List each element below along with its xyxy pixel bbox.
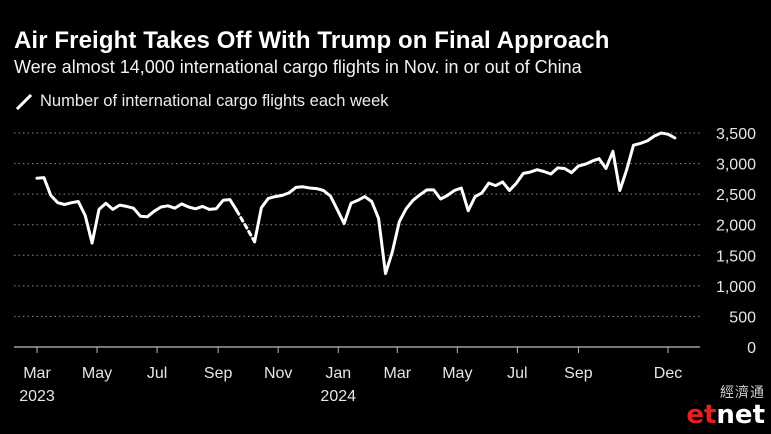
series-line-dashed xyxy=(235,209,257,244)
x-tick-label: Jul xyxy=(507,365,527,382)
legend-line-swatch-icon xyxy=(16,93,32,110)
x-tick-year-label: 2023 xyxy=(19,388,55,405)
y-tick-label: 3,000 xyxy=(716,157,756,174)
y-tick-label: 0 xyxy=(747,340,756,357)
x-tick-label: Dec xyxy=(654,365,682,382)
x-tick-label: Mar xyxy=(384,365,412,382)
x-tick-label: May xyxy=(82,365,112,382)
x-tick-label: Sep xyxy=(204,365,233,382)
x-tick-label: Mar xyxy=(23,365,51,382)
y-tick-label: 3,500 xyxy=(716,126,756,143)
chart-title: Air Freight Takes Off With Trump on Fina… xyxy=(14,27,610,54)
series-line xyxy=(35,176,239,245)
etnet-watermark: 經濟通 etnet xyxy=(686,382,765,428)
watermark-chinese-text: 經濟通 xyxy=(720,385,765,401)
chart-subtitle: Were almost 14,000 international cargo f… xyxy=(14,57,582,77)
x-tick-label: Jan xyxy=(325,365,351,382)
y-tick-label: 2,000 xyxy=(716,218,756,235)
x-tick-label: May xyxy=(442,365,472,382)
y-tick-label: 1,500 xyxy=(716,248,756,265)
y-tick-label: 1,000 xyxy=(716,279,756,296)
series-line xyxy=(253,131,677,276)
y-tick-label: 500 xyxy=(729,309,756,326)
x-tick-year-label: 2024 xyxy=(320,388,356,405)
etnet-logo: etnet xyxy=(686,400,765,430)
x-tick-label: Sep xyxy=(564,365,593,382)
chart-legend: Number of international cargo flights ea… xyxy=(14,92,389,111)
x-tick-label: Nov xyxy=(264,365,292,382)
y-tick-label: 2,500 xyxy=(716,187,756,204)
x-tick-label: Jul xyxy=(147,365,167,382)
legend-label: Number of international cargo flights ea… xyxy=(40,92,389,110)
